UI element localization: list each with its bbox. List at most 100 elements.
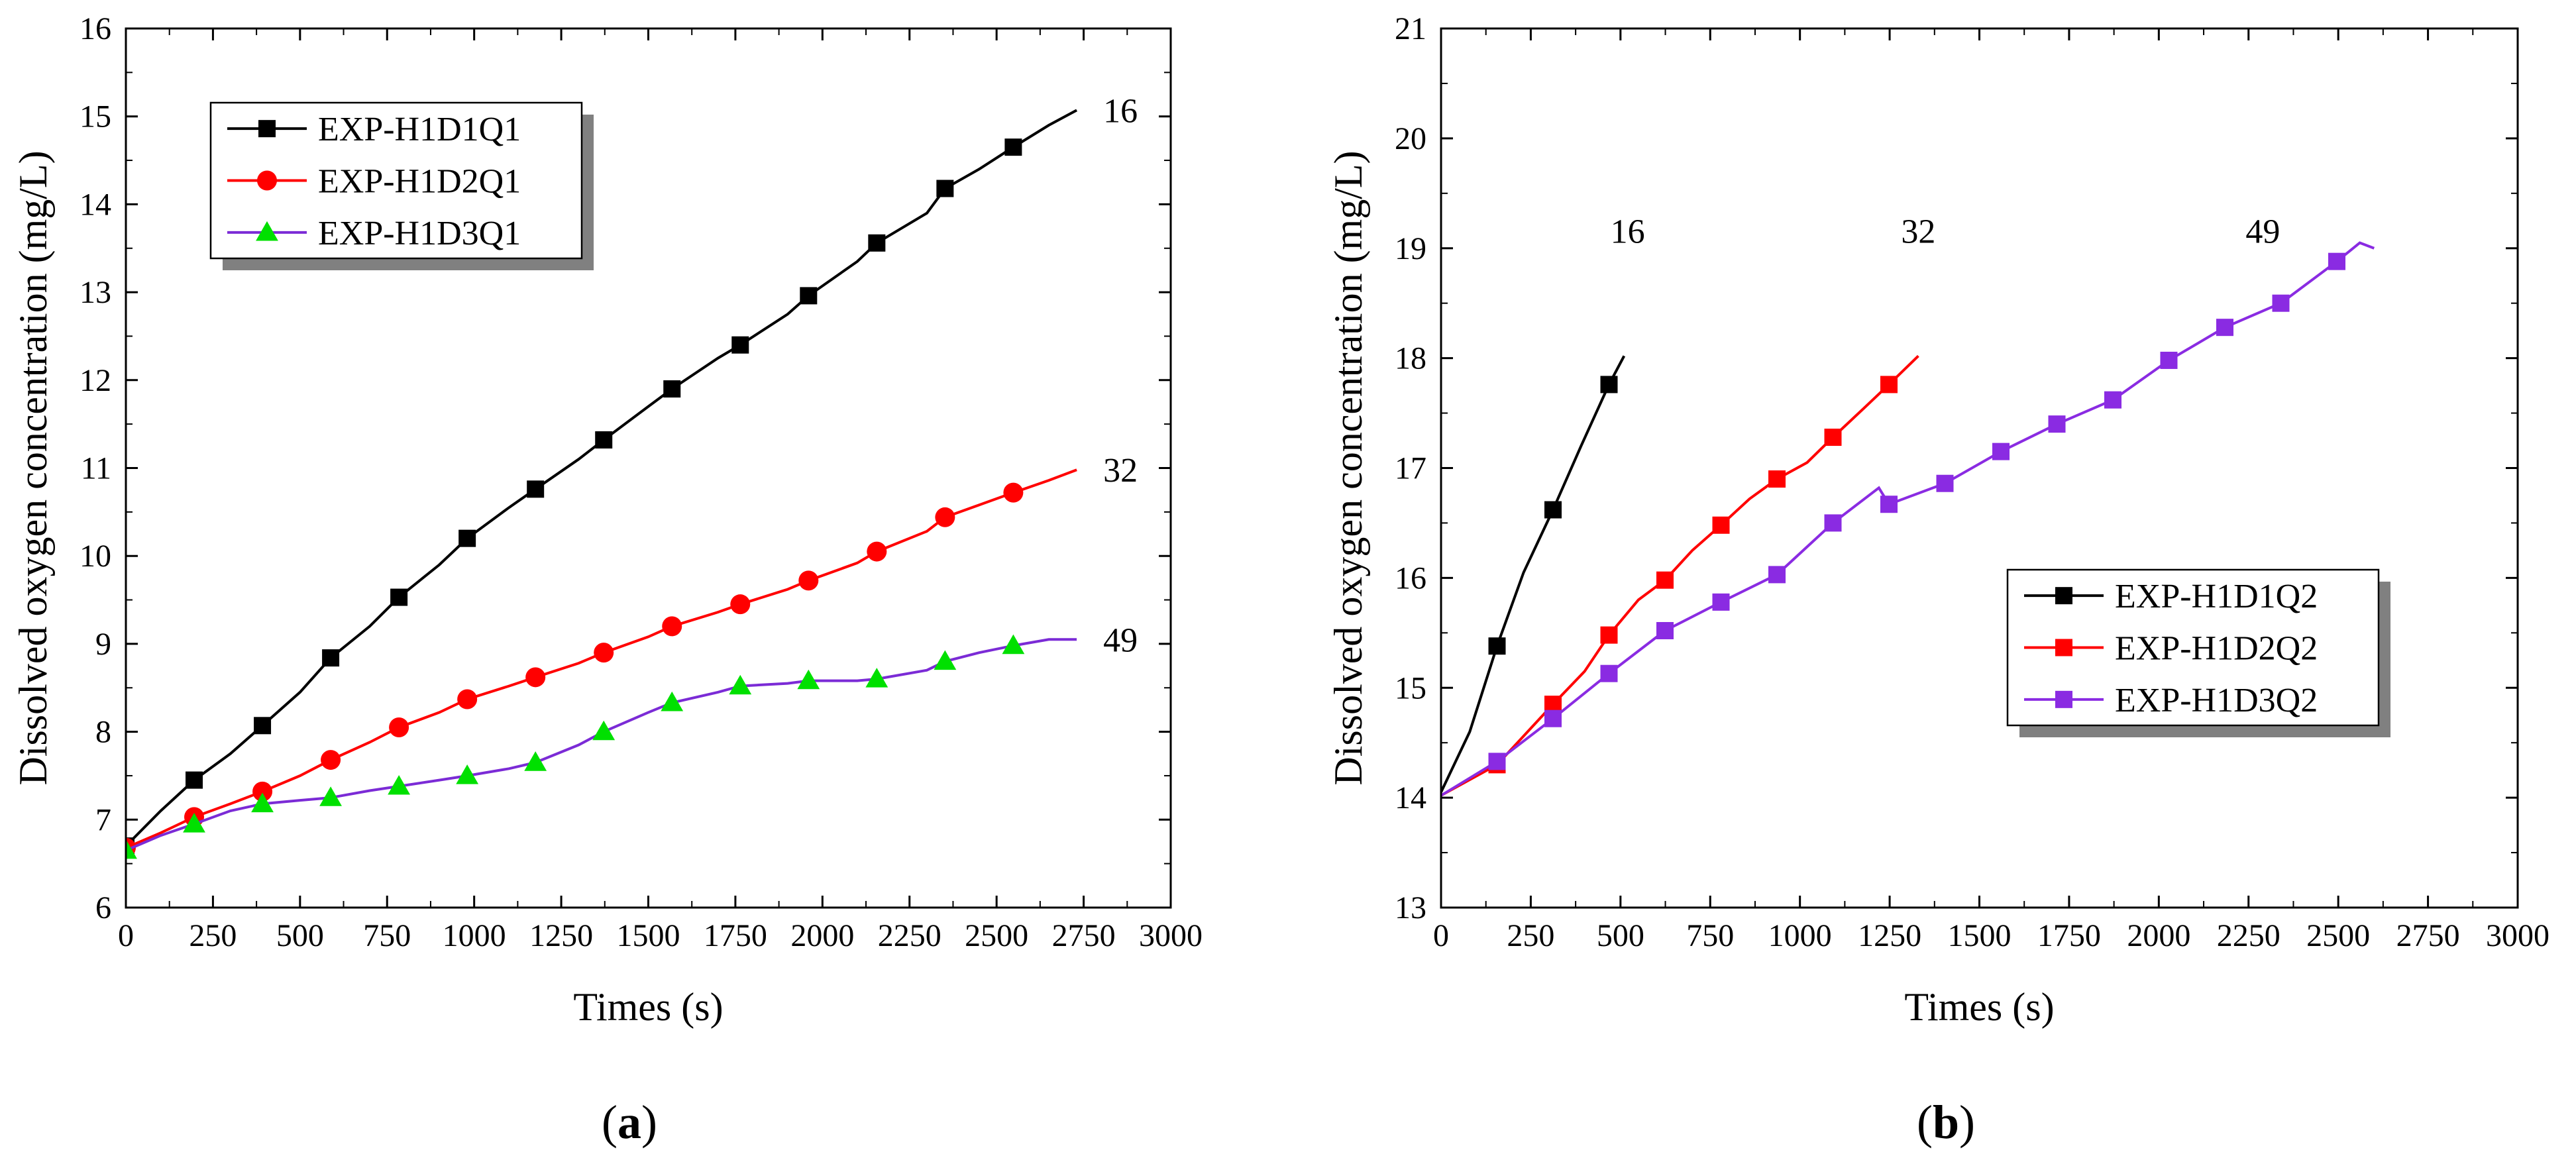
legend: EXP-H1D1Q1 EXP-H1D2Q1 EXP-H1D3Q1 — [209, 101, 594, 270]
data-point — [663, 380, 681, 398]
x-tick-label: 1750 — [704, 918, 767, 953]
y-axis: 6 7 8 9 10 11 12 13 14 15 16 — [80, 11, 1171, 925]
x-tick-label: 750 — [1686, 918, 1734, 953]
data-point — [798, 570, 819, 591]
legend-item: EXP-H1D1Q1 — [227, 111, 521, 148]
legend-swatch-marker — [258, 120, 276, 138]
data-point — [2272, 294, 2290, 312]
series-line — [1441, 241, 2375, 797]
chart-panel-a: 0 250 500 750 1000 1250 1500 1750 2000 2250 2500 27… — [11, 11, 1203, 1149]
legend-label: EXP-H1D3Q1 — [318, 215, 521, 252]
curve-annotation: 16 — [1103, 92, 1138, 130]
data-point — [1824, 514, 1842, 532]
series-line — [1441, 355, 1626, 793]
legend-item: EXP-H1D3Q2 — [2024, 682, 2318, 719]
y-tick-label: 15 — [80, 99, 111, 134]
x-tick-label: 1500 — [1948, 918, 2012, 953]
panel-label: (a) — [602, 1096, 657, 1149]
legend-swatch-marker — [256, 221, 278, 241]
y-tick-label: 15 — [1395, 670, 1426, 706]
x-axis-title: Times (s) — [573, 985, 723, 1029]
x-tick-label: 2500 — [2306, 918, 2370, 953]
y-tick-label: 11 — [81, 451, 111, 486]
y-tick-label: 12 — [80, 363, 111, 398]
data-point — [1712, 593, 1730, 611]
x-tick-label: 1750 — [2037, 918, 2101, 953]
data-point — [2160, 351, 2178, 369]
data-point — [800, 287, 818, 305]
data-point — [2048, 415, 2066, 433]
x-tick-label: 250 — [1507, 918, 1554, 953]
legend-item: EXP-H1D3Q1 — [227, 215, 521, 252]
data-point — [1488, 637, 1506, 655]
y-tick-label: 10 — [80, 539, 111, 574]
data-point — [524, 751, 547, 771]
panel-label-letter: a — [617, 1096, 641, 1149]
legend-item: EXP-H1D2Q2 — [2024, 630, 2318, 668]
data-point — [321, 750, 341, 770]
data-point — [1600, 664, 1618, 682]
y-tick-label: 16 — [80, 11, 111, 46]
data-point — [1824, 429, 1842, 446]
panel-label-paren: ( — [1917, 1096, 1933, 1149]
data-point — [2104, 391, 2121, 409]
data-point — [1004, 138, 1022, 156]
data-point — [2216, 319, 2233, 337]
panel-label-paren: ( — [602, 1096, 617, 1149]
x-tick-label: 750 — [363, 918, 411, 953]
y-tick-label: 7 — [95, 802, 111, 837]
data-point — [730, 594, 751, 615]
x-axis-title: Times (s) — [1904, 985, 2054, 1029]
x-tick-label: 500 — [276, 918, 324, 953]
data-point — [1880, 496, 1898, 513]
data-point — [595, 431, 613, 449]
data-point — [525, 667, 546, 688]
series-exp-h1d3q2 — [1441, 241, 2375, 797]
y-tick-label: 8 — [95, 715, 111, 750]
data-point — [1992, 443, 2010, 460]
data-point — [1544, 501, 1562, 519]
data-point — [729, 674, 752, 695]
chart-panel-b: 0 250 500 750 1000 1250 1500 1750 2000 2250 2500 27… — [1326, 11, 2549, 1149]
data-point — [251, 792, 274, 813]
y-axis-title: Dissolved oxygen concentration (mg/L) — [11, 150, 55, 785]
legend-label: EXP-H1D1Q1 — [318, 111, 521, 148]
data-point — [1936, 474, 1954, 492]
data-point — [457, 689, 478, 709]
y-tick-label: 13 — [80, 275, 111, 310]
curve-annotation: 49 — [1103, 621, 1138, 659]
panel-label-paren: ) — [641, 1096, 657, 1149]
data-point — [592, 720, 616, 741]
x-axis: 0 250 500 750 1000 1250 1500 1750 2000 2250 2500 27… — [1433, 28, 2549, 953]
data-point — [183, 813, 205, 833]
x-tick-label: 1500 — [617, 918, 680, 953]
x-tick-label: 2750 — [1052, 918, 1116, 953]
data-point — [126, 839, 137, 859]
series-exp-h1d1q1 — [126, 109, 1078, 855]
data-point — [934, 650, 957, 670]
legend-item: EXP-H1D2Q1 — [227, 163, 521, 201]
x-tick-label: 1250 — [529, 918, 593, 953]
data-point — [662, 616, 682, 637]
data-point — [867, 541, 887, 562]
legend-label: EXP-H1D2Q1 — [318, 163, 521, 201]
data-point — [1600, 376, 1618, 393]
panel-label: (b) — [1917, 1096, 1975, 1149]
legend: EXP-H1D1Q2 EXP-H1D2Q2 EXP-H1D3Q2 — [2006, 568, 2390, 737]
x-tick-label: 1000 — [443, 918, 506, 953]
y-tick-label: 14 — [80, 187, 111, 222]
data-point — [868, 234, 886, 252]
data-point — [594, 643, 614, 663]
y-tick-label: 6 — [95, 890, 111, 925]
data-point — [2328, 252, 2345, 270]
data-point — [254, 717, 272, 735]
data-point — [1880, 376, 1898, 393]
curve-annotation: 32 — [1103, 452, 1138, 490]
legend-label: EXP-H1D1Q2 — [2115, 578, 2318, 615]
x-tick-label: 2000 — [2127, 918, 2190, 953]
series-line — [1441, 354, 1919, 797]
y-tick-label: 21 — [1395, 11, 1426, 46]
x-tick-label: 2250 — [2217, 918, 2281, 953]
data-point — [1768, 566, 1786, 584]
